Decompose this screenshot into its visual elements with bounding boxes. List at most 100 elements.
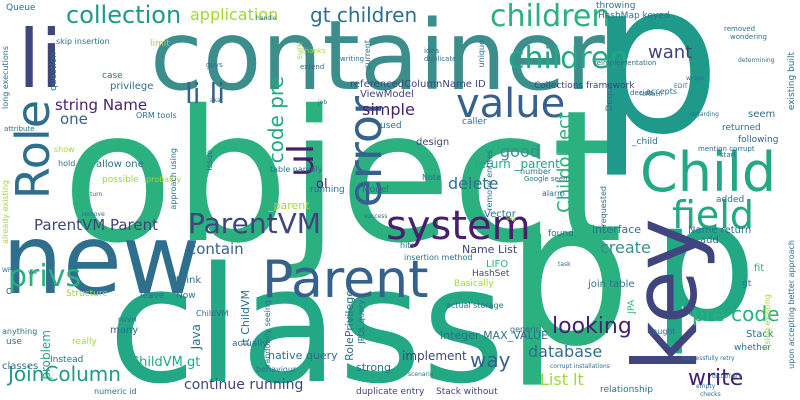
word-jpql-query: JPQL query xyxy=(357,300,366,344)
word-edit: EDIT xyxy=(674,83,688,90)
word-current: current xyxy=(363,40,372,69)
word-thanks: thanks xyxy=(302,47,326,55)
word-container: container xyxy=(150,0,605,112)
word-want: want xyxy=(648,42,693,63)
word-generic: generic xyxy=(510,325,540,334)
word-actually: actually xyxy=(232,339,268,349)
word-relationship: relationship xyxy=(600,385,653,395)
word-roleprivilege: RolePrivilege xyxy=(343,290,356,361)
word-delete: delete xyxy=(448,174,499,193)
word-list-lt: List lt xyxy=(540,370,584,389)
word-way: way xyxy=(470,348,511,372)
word-privs: privs xyxy=(8,259,82,294)
word-found: found xyxy=(548,229,574,239)
word-now: Now xyxy=(176,291,196,301)
word-gt-children: gt children xyxy=(310,3,418,27)
word-privilege: privilege xyxy=(110,81,154,92)
word-pre-code: pre code xyxy=(692,302,780,326)
word-wondering: wondering xyxy=(730,33,767,41)
word-p-top-right: p xyxy=(588,0,722,181)
word-regarding: regarding xyxy=(690,111,719,118)
word-requested: requested xyxy=(599,186,608,227)
word-stack: Stack xyxy=(746,329,774,340)
word-add: add xyxy=(700,235,719,246)
word-mention-corrupt: mention corrupt xyxy=(698,145,755,153)
word-role: Role xyxy=(6,100,60,200)
word-native-query: native query xyxy=(268,349,338,362)
word-children-top: children xyxy=(490,0,611,34)
word-queue: Queue xyxy=(6,3,36,13)
word-actual-storage: actual storage xyxy=(446,301,504,310)
word-classes: classes xyxy=(2,361,39,372)
word-use: use xyxy=(6,337,22,347)
word-join-table: join table xyxy=(588,279,635,290)
word-reimplementation: reimplementation xyxy=(594,59,657,67)
word-table-namely: table namely xyxy=(270,165,323,174)
word-hits: hits xyxy=(400,241,415,250)
word-c: C xyxy=(6,287,12,296)
word-added: added xyxy=(716,195,745,205)
word-caller: caller xyxy=(462,117,487,127)
word-allow-one: allow one xyxy=(96,159,144,170)
word-childvm-gt: ChildVM gt xyxy=(130,355,201,370)
word-say: say xyxy=(506,215,517,222)
word-code-pre: code pre xyxy=(264,76,288,164)
word-model: Model xyxy=(362,185,390,195)
word-interface: interface xyxy=(592,223,642,236)
word-leave: leave xyxy=(140,291,165,301)
word-structure: Structure xyxy=(66,289,108,299)
word-remove-entries: remove entries xyxy=(485,150,494,211)
word-randomly-seeing: randomly seeing xyxy=(263,300,272,367)
word-checks: checks xyxy=(700,391,721,398)
word-gt: gt xyxy=(742,279,752,289)
word-parentvm: ParentVM xyxy=(188,207,321,240)
word-continue-running: continue running xyxy=(184,377,304,393)
word-referencedcolumnname: referencedColumnName ID xyxy=(350,79,486,90)
word-whether: whether xyxy=(734,343,772,353)
word-vector: Vector xyxy=(484,209,516,220)
word-approach-using: approach using xyxy=(169,148,178,210)
word-google-seem: Google seem xyxy=(524,175,570,183)
word-li: li xyxy=(18,13,63,106)
word-existing-built: existing built xyxy=(787,52,797,111)
word-insertion-method: insertion method xyxy=(404,253,473,262)
word-application: application xyxy=(190,5,279,24)
word-parent: Parent xyxy=(262,250,429,310)
word-note: Note xyxy=(422,173,441,182)
word-class: class xyxy=(108,232,506,400)
word-parentvm-parent: ParentVM Parent xyxy=(34,216,159,234)
word-writing: writing xyxy=(340,55,365,63)
word-accepts: accepts xyxy=(646,87,678,96)
word-p-bottom-right: p xyxy=(652,166,757,358)
word-collections-framework: Collections framework xyxy=(534,81,635,91)
word-numeric-id: numeric id xyxy=(94,387,137,396)
word-ol: ol xyxy=(316,177,328,192)
word-task: task xyxy=(558,261,571,268)
word-string-name: string Name xyxy=(55,96,148,114)
word-success: success xyxy=(364,213,388,220)
word-handle: handle xyxy=(256,15,277,22)
word-write: write xyxy=(688,366,744,391)
word-anything: anything xyxy=(2,327,38,336)
word-lifo: LIFO xyxy=(486,259,509,270)
word-job: job xyxy=(318,99,328,106)
word-orm-tools: ORM tools xyxy=(136,111,177,120)
word-guys: guys xyxy=(206,61,223,69)
word-instead: Instead xyxy=(50,355,84,365)
word-wpf: WPF xyxy=(2,267,16,274)
word-mvvm: MVVM xyxy=(118,317,137,324)
word-deque: Deque xyxy=(605,82,615,112)
word-corrupt-installations: corrupt installations xyxy=(550,363,610,370)
word-turn: turn xyxy=(90,191,103,198)
word-implement: implement xyxy=(402,349,467,363)
word-running: running xyxy=(310,185,345,195)
word-hashset: HashSet xyxy=(472,269,510,279)
word-lt-childvm: lt ChildVM xyxy=(239,290,252,346)
word-probably: probably xyxy=(146,175,182,184)
word-create: create xyxy=(600,238,651,257)
word-using-existing: using existing xyxy=(763,294,772,350)
word-field: field xyxy=(672,193,754,237)
word-collection: collection xyxy=(66,1,182,29)
word-contain: contain xyxy=(188,240,244,258)
word-java: Java xyxy=(189,324,203,350)
